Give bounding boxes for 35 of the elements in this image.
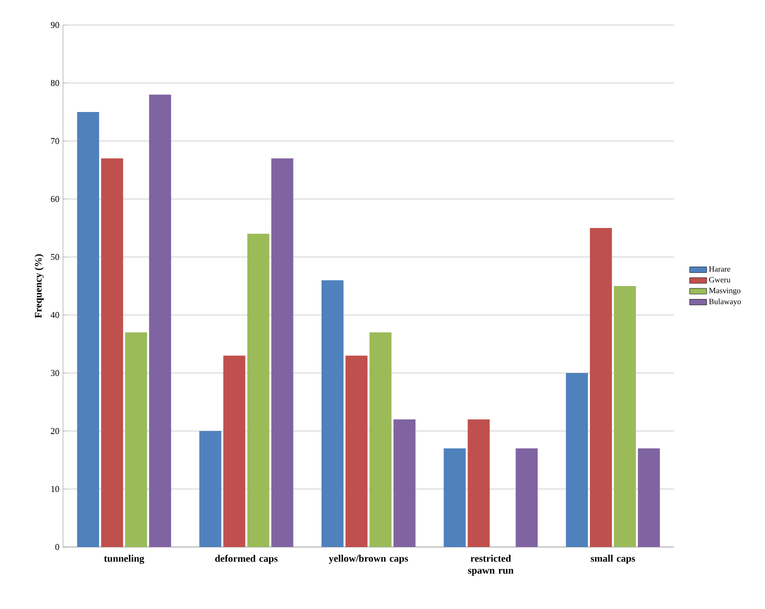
y-tick-label: 40: [50, 312, 60, 318]
bar: [149, 94, 172, 547]
bar: [444, 448, 466, 547]
bar: [77, 112, 100, 547]
y-tick-label: 0: [55, 544, 60, 550]
x-tick-label: small caps: [590, 554, 636, 564]
y-tick-label: 70: [51, 138, 60, 144]
x-tick-label: yellow/brown caps: [328, 554, 408, 564]
bar: [322, 280, 344, 547]
bar: [566, 373, 588, 547]
bar: [614, 286, 636, 547]
bar: [516, 448, 538, 547]
bar: [393, 419, 416, 547]
y-tick-label: 30: [50, 370, 60, 376]
bar: [223, 356, 246, 547]
y-tick-label: 90: [50, 22, 60, 28]
bar: [247, 234, 270, 547]
bar: [101, 158, 124, 547]
bar: [346, 356, 368, 547]
bar: [590, 228, 612, 547]
bar: [468, 419, 490, 547]
x-tick-label: tunneling: [104, 554, 144, 564]
y-tick-label: 10: [51, 486, 60, 492]
y-tick-label: 80: [50, 80, 60, 86]
bar: [199, 431, 222, 547]
y-tick-label: 60: [50, 196, 60, 202]
bar: [125, 332, 148, 547]
bar: [370, 332, 392, 547]
x-tick-label: deformed caps: [215, 554, 278, 564]
y-tick-label: 50: [51, 254, 60, 260]
y-tick-label: 20: [50, 428, 60, 434]
y-axis-title: Frequency (%): [34, 254, 44, 318]
x-tick-label: restricted spawn run: [468, 554, 514, 576]
bar: [638, 448, 660, 547]
bar: [271, 158, 294, 547]
